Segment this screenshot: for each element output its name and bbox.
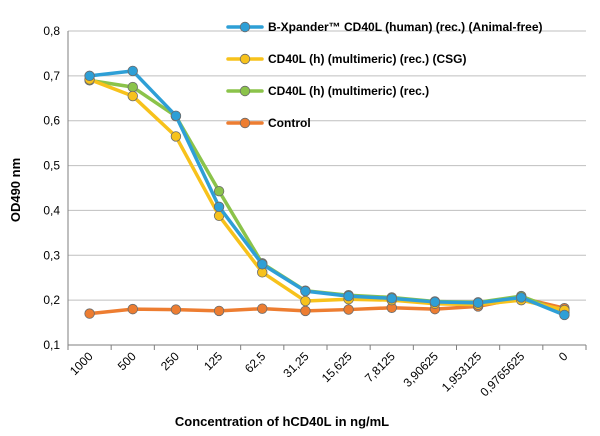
series-line	[87, 69, 567, 317]
y-tick-label: 0,1	[43, 338, 60, 352]
data-point	[429, 296, 441, 308]
x-tick-label: 500	[115, 349, 139, 373]
y-tick-label: 0,5	[43, 159, 60, 173]
data-point	[127, 65, 138, 77]
y-tick-label: 0,4	[43, 203, 60, 217]
data-point	[170, 110, 182, 121]
x-tick-label: 250	[158, 349, 182, 373]
x-tick-label: 0	[556, 349, 571, 364]
series-lines	[84, 65, 570, 321]
data-point	[170, 304, 182, 315]
data-point	[300, 295, 311, 307]
data-point	[127, 90, 138, 102]
x-tick-label: 125	[201, 349, 225, 373]
data-point	[84, 70, 95, 82]
legend-label: CD40L (h) (multimeric) (rec.) (CSG)	[268, 52, 466, 66]
data-point	[300, 305, 311, 317]
y-tick-label: 0,2	[43, 293, 60, 307]
gridlines	[68, 30, 586, 301]
legend-swatch-marker	[239, 117, 251, 129]
legend: B-Xpander™ CD40L (human) (rec.) (Animal-…	[226, 20, 542, 130]
data-point	[127, 303, 138, 315]
data-point	[84, 308, 95, 319]
data-point	[300, 285, 311, 297]
x-tick-label: 1000	[67, 349, 96, 378]
x-tick-label: 3,90625	[400, 349, 441, 390]
x-tick-label: 1,953125	[439, 349, 485, 395]
data-point	[170, 131, 182, 142]
data-point	[257, 259, 268, 270]
data-point	[257, 303, 268, 314]
legend-swatch-marker	[239, 53, 251, 65]
data-point	[472, 297, 484, 309]
x-tick-label: 0,9765625	[477, 349, 527, 399]
data-point	[127, 81, 138, 93]
data-point	[213, 201, 225, 213]
y-tick-label: 0,8	[43, 24, 60, 38]
y-tick-label: 0,6	[43, 114, 60, 128]
x-axis-title: Concentration of hCD40L in ng/mL	[175, 414, 389, 429]
legend-swatch-marker	[239, 85, 251, 97]
series-line	[87, 78, 567, 315]
data-point	[386, 293, 397, 304]
legend-label: CD40L (h) (multimeric) (rec.)	[268, 84, 429, 98]
y-tick-label: 0,3	[43, 248, 60, 262]
x-tick-label: 31,25	[280, 349, 311, 380]
data-point	[343, 290, 354, 302]
legend-swatch-marker	[239, 21, 251, 33]
axes: 0,1 0,2 0,3 0,4 0,5 0,6 0,7 0,8 1000 500 250 125 62,…	[43, 24, 587, 399]
data-point	[516, 292, 527, 303]
x-tick-label: 62,5	[242, 349, 269, 376]
x-tick-label: 15,625	[319, 349, 355, 385]
legend-label: B-Xpander™ CD40L (human) (rec.) (Animal-…	[268, 20, 542, 34]
series-line	[87, 77, 567, 312]
y-axis-title: OD490 nm	[8, 158, 23, 222]
data-point	[559, 309, 570, 321]
legend-label: Control	[268, 116, 311, 130]
y-tick-label: 0,7	[43, 69, 60, 83]
data-point	[213, 185, 225, 197]
data-point	[343, 304, 354, 315]
x-tick-label: 7,8125	[362, 349, 398, 385]
data-point	[213, 305, 225, 317]
